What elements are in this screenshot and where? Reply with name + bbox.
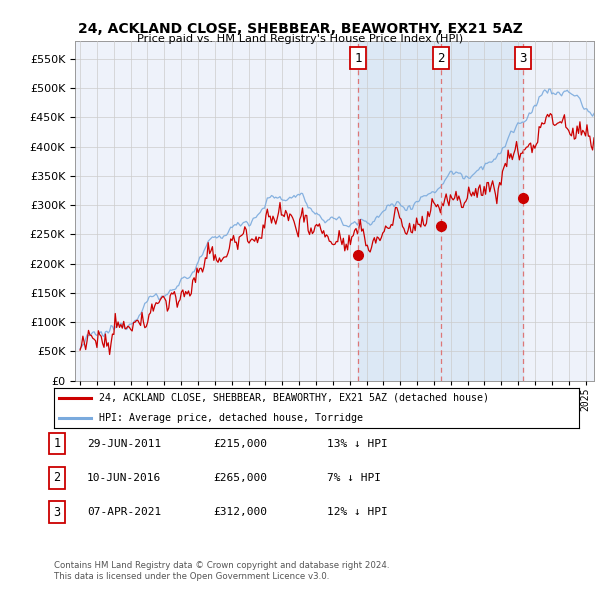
Text: 24, ACKLAND CLOSE, SHEBBEAR, BEAWORTHY, EX21 5AZ: 24, ACKLAND CLOSE, SHEBBEAR, BEAWORTHY, … [77,22,523,36]
Text: £265,000: £265,000 [213,473,267,483]
Text: 1: 1 [354,52,362,65]
Bar [358,41,523,381]
Text: 29-JUN-2011: 29-JUN-2011 [87,439,161,448]
Text: 13% ↓ HPI: 13% ↓ HPI [327,439,388,448]
Text: 12% ↓ HPI: 12% ↓ HPI [327,507,388,517]
Text: 24, ACKLAND CLOSE, SHEBBEAR, BEAWORTHY, EX21 5AZ (detached house): 24, ACKLAND CLOSE, SHEBBEAR, BEAWORTHY, … [98,393,488,402]
Text: HPI: Average price, detached house, Torridge: HPI: Average price, detached house, Torr… [98,413,362,422]
Text: Contains HM Land Registry data © Crown copyright and database right 2024.: Contains HM Land Registry data © Crown c… [54,560,389,569]
Text: 3: 3 [519,52,526,65]
Text: 2: 2 [437,52,445,65]
Text: 10-JUN-2016: 10-JUN-2016 [87,473,161,483]
Text: £312,000: £312,000 [213,507,267,517]
Text: Price paid vs. HM Land Registry's House Price Index (HPI): Price paid vs. HM Land Registry's House … [137,34,463,44]
Text: 2: 2 [53,471,61,484]
Text: 1: 1 [53,437,61,450]
Text: 07-APR-2021: 07-APR-2021 [87,507,161,517]
Text: This data is licensed under the Open Government Licence v3.0.: This data is licensed under the Open Gov… [54,572,329,581]
Text: 3: 3 [53,506,61,519]
Text: 7% ↓ HPI: 7% ↓ HPI [327,473,381,483]
Text: £215,000: £215,000 [213,439,267,448]
